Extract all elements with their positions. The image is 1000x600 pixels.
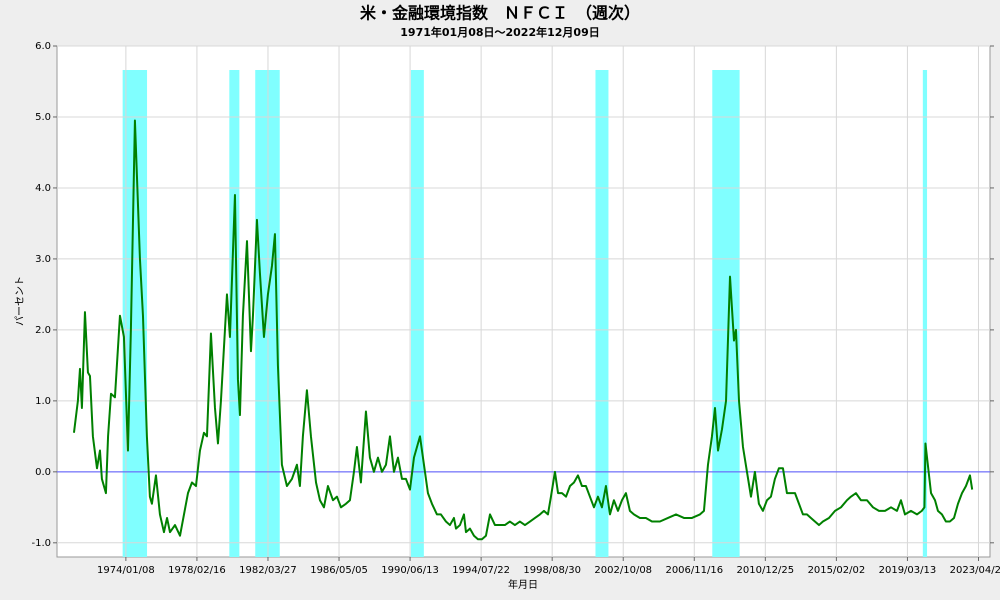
y-tick-label: 4.0 [35, 183, 51, 194]
y-tick-label: 6.0 [35, 41, 51, 52]
x-tick-label: 1994/07/22 [452, 565, 510, 576]
x-tick-label: 2019/03/13 [879, 565, 937, 576]
x-tick-label: 2002/10/08 [594, 565, 652, 576]
y-tick-label: 2.0 [35, 325, 51, 336]
series-line [72, 119, 974, 541]
shaded-period [922, 70, 928, 557]
x-tick-label: 2023/04/21 [950, 565, 1000, 576]
x-tick-label: 1978/02/16 [168, 565, 226, 576]
x-tick-label: 2006/11/16 [665, 565, 723, 576]
chart-title: 米・金融環境指数 ＮＦＣＩ （週次） [360, 4, 640, 23]
x-tick-label: 2010/12/25 [737, 565, 795, 576]
mark-layer [57, 119, 990, 541]
y-tick-label: 0.0 [35, 467, 51, 478]
x-tick-label: 1986/05/05 [310, 565, 368, 576]
x-tick-label: 1990/06/13 [381, 565, 439, 576]
x-tick-label: 1998/08/30 [523, 565, 581, 576]
y-tick-label: 1.0 [35, 396, 51, 407]
x-axis-label: 年月日 [508, 578, 538, 591]
x-tick-label: 1974/01/08 [97, 565, 155, 576]
shaded-period [229, 70, 240, 557]
y-tick-label: 5.0 [35, 112, 51, 123]
y-axis-label: パーセント [14, 276, 26, 326]
shaded-period [595, 70, 609, 557]
x-tick-label: 2015/02/02 [808, 565, 866, 576]
x-tick-label: 1982/03/27 [239, 565, 297, 576]
y-tick-label: -1.0 [31, 538, 51, 549]
chart-subtitle: 1971年01月08日～2022年12月09日 [400, 25, 599, 39]
y-tick-label: 3.0 [35, 254, 51, 265]
shaded-period [712, 70, 740, 557]
shaded-period [410, 70, 424, 557]
